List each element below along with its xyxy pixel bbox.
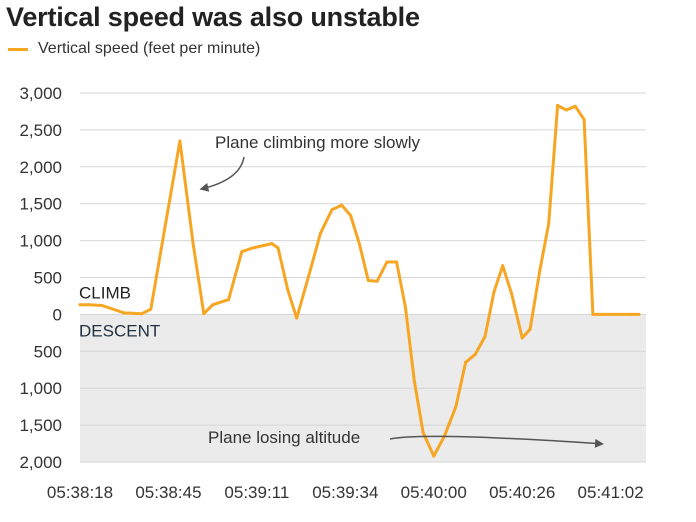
data-point (349, 214, 353, 218)
data-point (582, 118, 586, 122)
data-point (270, 242, 274, 246)
data-point (510, 292, 514, 296)
x-tick-label: 05:41:02 (578, 483, 644, 502)
x-tick-label: 05:40:00 (401, 483, 467, 502)
legend-label: Vertical speed (feet per minute) (38, 40, 261, 57)
data-point (612, 312, 616, 316)
annotation-climbing-label: Plane climbing more slowly (215, 133, 421, 152)
data-point (227, 298, 231, 302)
data-point (403, 305, 407, 309)
data-point (100, 304, 104, 308)
data-point (520, 336, 524, 340)
data-point (528, 327, 532, 331)
y-tick-label: 1,000 (19, 379, 62, 398)
legend-swatch (8, 47, 28, 51)
data-point (483, 335, 487, 339)
data-point (357, 242, 361, 246)
x-tick-label: 05:39:11 (224, 483, 289, 502)
data-point (122, 311, 126, 315)
data-point (87, 303, 91, 307)
annotation-climbing-arrow (199, 156, 245, 192)
data-point (295, 316, 299, 320)
y-tick-label: 2,000 (19, 158, 62, 177)
data-point (591, 312, 595, 316)
annotation-losing-altitude-arrow (389, 435, 604, 448)
y-axis-ticks: 3,000 2,500 2,000 1,500 1,000 500 0 500 1,000 1,5… (19, 84, 62, 472)
data-point (178, 139, 182, 143)
data-point (547, 222, 551, 226)
data-point (385, 260, 389, 264)
data-point (464, 360, 468, 364)
data-point (140, 312, 144, 316)
data-point (501, 264, 505, 268)
data-point (366, 278, 370, 282)
data-point (432, 454, 436, 458)
data-point (149, 307, 153, 311)
data-point (78, 303, 82, 307)
data-point (492, 290, 496, 294)
data-point (604, 312, 608, 316)
data-point (308, 270, 312, 274)
x-axis-ticks: 05:38:18 05:38:45 05:39:11 05:39:34 05:40:00… (47, 483, 644, 502)
data-point (240, 250, 244, 254)
data-point (286, 288, 290, 292)
data-point (454, 405, 458, 409)
x-tick-label: 05:39:34 (312, 483, 378, 502)
y-tick-label: 500 (34, 269, 62, 288)
data-point (202, 312, 206, 316)
data-point (250, 246, 254, 250)
y-tick-label: 1,500 (19, 195, 62, 214)
descent-label: DESCENT (79, 321, 160, 340)
data-point (637, 312, 641, 316)
annotation-losing-altitude-label: Plane losing altitude (208, 428, 360, 447)
x-tick-label: 05:38:18 (47, 483, 113, 502)
y-tick-label: 0 (53, 305, 62, 324)
data-point (340, 203, 344, 207)
data-point (375, 279, 379, 283)
data-point (276, 246, 280, 250)
data-point (412, 379, 416, 383)
climb-label: CLIMB (79, 283, 131, 302)
x-tick-label: 05:40:26 (489, 483, 555, 502)
y-tick-label: 2,500 (19, 121, 62, 140)
data-point (330, 208, 334, 212)
y-tick-label: 2,000 (19, 453, 62, 472)
data-point (620, 312, 624, 316)
data-point (564, 108, 568, 112)
data-point (600, 312, 604, 316)
data-point (538, 268, 542, 272)
y-tick-label: 1,000 (19, 232, 62, 251)
y-tick-label: 3,000 (19, 84, 62, 103)
data-point (421, 430, 425, 434)
chart-title: Vertical speed was also unstable (6, 2, 420, 32)
data-point (473, 352, 477, 356)
data-point (629, 312, 633, 316)
data-point (211, 303, 215, 307)
series-line-vertical-speed (78, 104, 641, 458)
y-tick-label: 500 (34, 342, 62, 361)
data-point (573, 104, 577, 108)
data-point (191, 242, 195, 246)
legend: Vertical speed (feet per minute) (8, 40, 260, 58)
data-point (556, 104, 560, 108)
data-point (319, 231, 323, 235)
x-tick-label: 05:38:45 (135, 483, 201, 502)
data-point (395, 260, 399, 264)
y-tick-label: 1,500 (19, 416, 62, 435)
